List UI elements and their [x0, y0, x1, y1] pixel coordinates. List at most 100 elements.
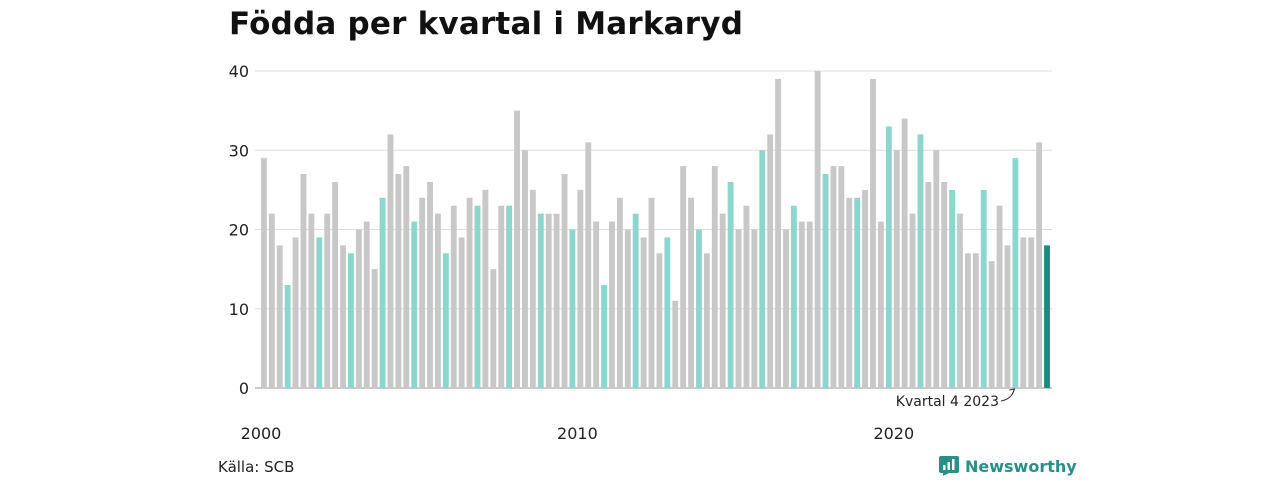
bar [395, 174, 402, 388]
bar [522, 150, 528, 388]
bar [1036, 142, 1043, 388]
bar [957, 213, 963, 388]
y-tick-label: 40 [229, 62, 249, 81]
y-tick-label: 30 [229, 141, 249, 160]
bar [427, 181, 433, 388]
brand-name: Newsworthy [965, 456, 1077, 476]
bar [609, 221, 615, 388]
bar [348, 253, 354, 388]
bar [545, 213, 552, 388]
bar [1020, 237, 1027, 388]
bar [276, 245, 283, 388]
newsworthy-logo-icon [939, 456, 959, 476]
bar [735, 229, 742, 388]
bar [719, 213, 726, 388]
bar [925, 181, 932, 388]
y-tick-label: 0 [239, 379, 249, 398]
bar [363, 221, 370, 388]
bar [790, 205, 797, 388]
bar [830, 166, 837, 388]
bar [885, 126, 892, 388]
bar [727, 181, 734, 388]
bar [316, 237, 323, 388]
bar [466, 197, 473, 388]
bar [680, 166, 687, 388]
bar [640, 237, 647, 388]
bar [767, 134, 774, 388]
bar [355, 229, 362, 388]
bar [798, 221, 805, 388]
x-tick-labels: 2000 2010 2020 [241, 424, 915, 443]
bar [688, 197, 694, 388]
bar [474, 205, 481, 388]
bar [458, 237, 465, 388]
bar [292, 237, 299, 388]
bar [917, 134, 924, 388]
bar [371, 269, 378, 389]
bar [379, 197, 386, 388]
bar [601, 284, 607, 388]
bar [403, 166, 410, 388]
bar [972, 253, 979, 388]
bar [616, 197, 623, 388]
bar [933, 150, 940, 388]
bar [632, 213, 639, 388]
bar [862, 189, 869, 389]
bar [324, 213, 331, 388]
brand[interactable]: Newsworthy [939, 456, 1077, 476]
bar [268, 213, 275, 388]
bar [411, 221, 418, 388]
bar [585, 142, 592, 388]
y-tick-labels: 0 10 20 30 40 [229, 62, 249, 398]
bar [340, 245, 346, 388]
y-tick-label: 10 [229, 300, 249, 319]
bar [537, 213, 544, 388]
bar [482, 189, 489, 389]
bar [775, 78, 781, 389]
bar [490, 269, 497, 389]
bar [387, 134, 394, 388]
bar [759, 150, 766, 388]
bar [870, 78, 876, 389]
bar [751, 229, 758, 388]
bar [435, 213, 441, 388]
source-label: Källa: SCB [218, 458, 295, 476]
bar [332, 181, 339, 388]
bar [624, 229, 631, 388]
bar [284, 284, 291, 388]
bar [893, 150, 900, 388]
bar [964, 253, 971, 388]
annotation: Kvartal 4 2023 [896, 388, 1016, 410]
bar [980, 189, 987, 389]
bar [308, 213, 315, 388]
bar [664, 237, 671, 388]
bar [988, 261, 995, 388]
bar [806, 221, 813, 388]
x-tick-label: 2020 [873, 424, 914, 443]
bar [1012, 158, 1019, 388]
x-tick-label: 2000 [241, 424, 282, 443]
bar [1044, 245, 1050, 388]
bars [261, 71, 1050, 389]
bar [703, 253, 710, 388]
bar [846, 197, 853, 388]
y-tick-label: 20 [229, 221, 249, 240]
x-tick-label: 2010 [557, 424, 598, 443]
bar [941, 181, 948, 388]
bar [854, 197, 861, 388]
bar [909, 213, 916, 388]
bar [261, 158, 267, 388]
bar [949, 189, 956, 389]
bar [814, 71, 821, 388]
bar [672, 300, 679, 388]
bar [877, 221, 884, 388]
bar [743, 205, 750, 388]
bar [901, 118, 908, 389]
bar [1028, 237, 1035, 388]
bar [822, 174, 829, 388]
bar [450, 205, 457, 388]
bar [711, 166, 718, 388]
bar [419, 197, 426, 388]
bar [593, 221, 600, 388]
